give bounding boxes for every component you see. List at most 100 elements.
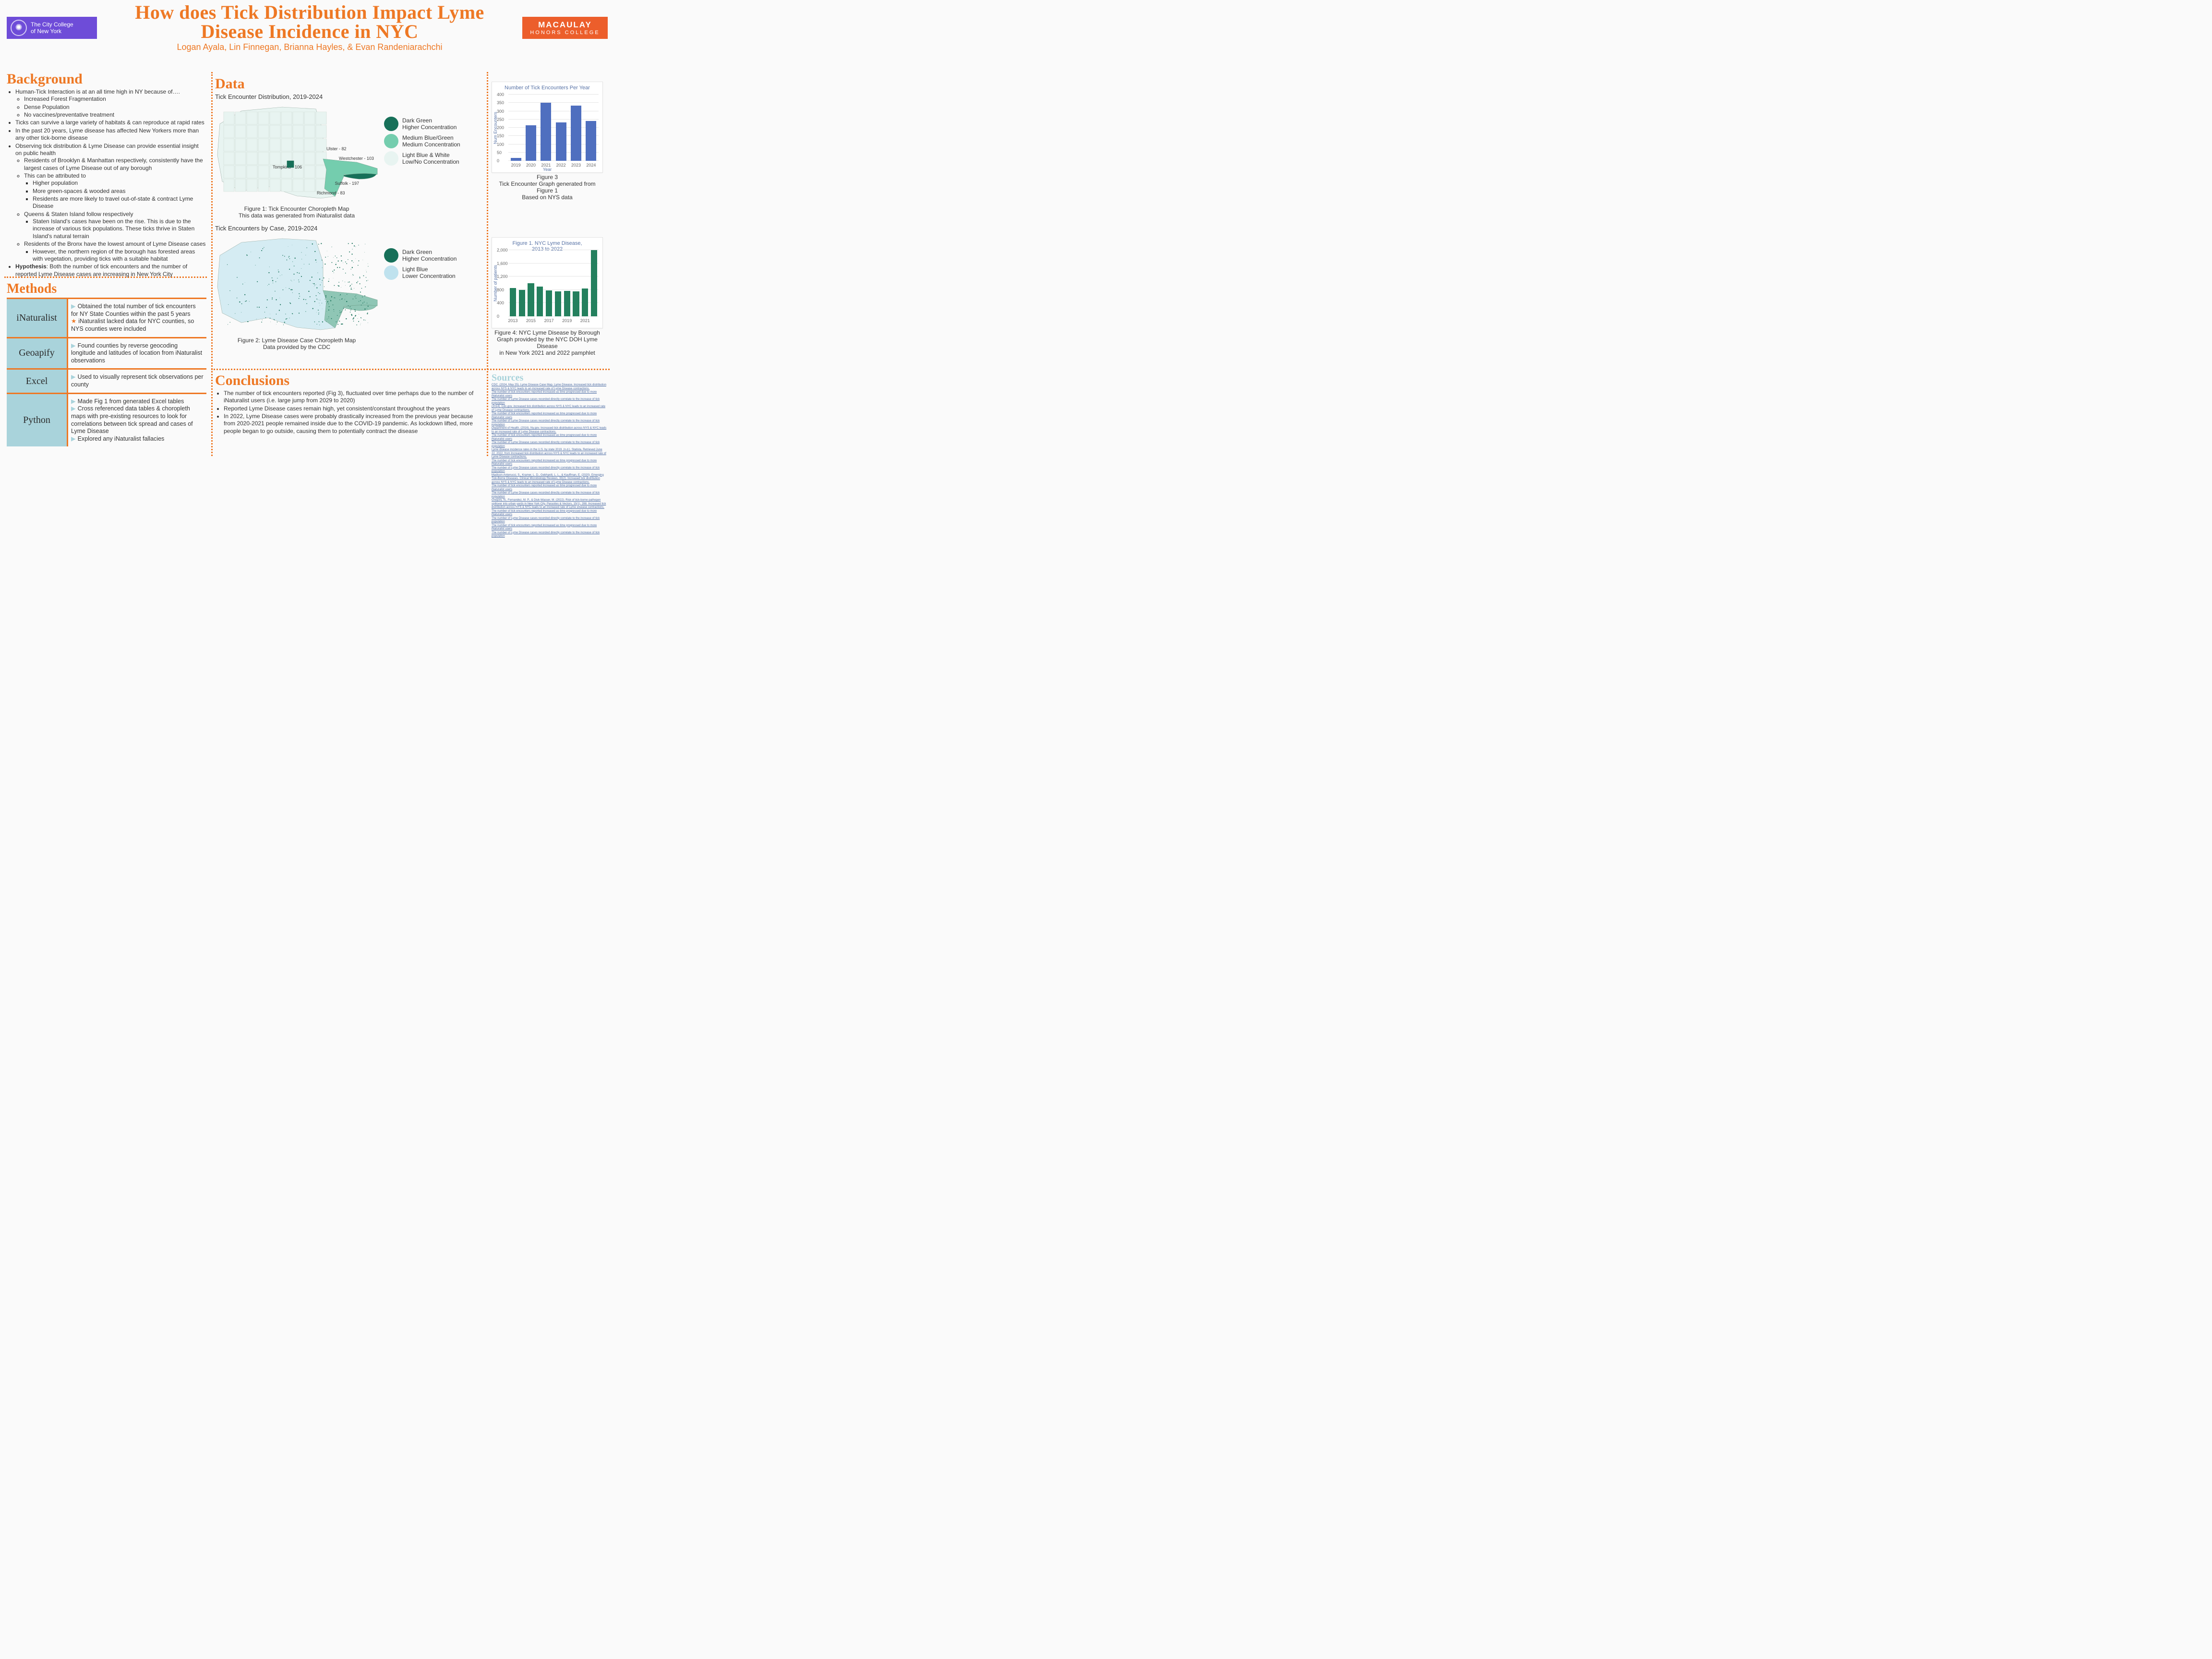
bullet-item: Observing tick distribution & Lyme Disea… [15, 143, 206, 263]
heading-methods: Methods [7, 282, 206, 296]
section-background: Background Human-Tick Interaction is at … [7, 71, 206, 278]
chart-bar [519, 290, 525, 316]
source-line: The number of Lyme Disease cases recorde… [492, 398, 607, 405]
svg-text:Suffolk - 197: Suffolk - 197 [335, 181, 359, 186]
legend-swatch-icon [384, 117, 398, 131]
conclusion-item: The number of tick encounters reported (… [224, 390, 484, 405]
sources-list: CDC. (2024, May 25). Lyme Disease Case M… [492, 384, 607, 539]
method-desc: ▶Made Fig 1 from generated Excel tables▶… [68, 393, 206, 447]
legend-item: Dark Green Higher Concentration [384, 117, 480, 131]
method-line: Obtained the total number of tick encoun… [71, 303, 196, 317]
bullet-item: In the past 20 years, Lyme disease has a… [15, 127, 206, 142]
source-line: The number of tick encounters reported i… [492, 484, 607, 492]
bullet-item: Increased Forest Fragmentation [24, 96, 206, 103]
source-line: The number of Lyme Disease cases recorde… [492, 531, 607, 539]
chart-bar [511, 158, 521, 161]
legend-label: Dark Green Higher Concentration [402, 117, 457, 131]
figure-1-choropleth: Ulster - 82Westchester - 103Tompkins - 1… [215, 102, 378, 203]
legend-item: Dark Green Higher Concentration [384, 248, 480, 263]
legend-swatch-icon [384, 134, 398, 148]
arrow-icon: ▶ [71, 303, 76, 310]
source-line: The number of Lyme Disease cases recorde… [492, 517, 607, 524]
bullet-item: Residents of the Bronx have the lowest a… [24, 240, 206, 263]
source-line: The number of Lyme Disease cases recorde… [492, 467, 607, 474]
background-bullets: Human-Tick Interaction is at an all time… [7, 88, 206, 278]
bullet-item: Hypothesis: Both the number of tick enco… [15, 263, 206, 278]
method-line: Explored any iNaturalist fallacies [78, 435, 165, 442]
method-tool: Excel [7, 368, 68, 392]
figure-4-container: Figure 1. NYC Lyme Disease, 2013 to 2022… [492, 237, 607, 359]
source-line: The number of tick encounters reported i… [492, 510, 607, 517]
ccny-logo-text: The City College of New York [31, 21, 73, 35]
chart-bar [564, 291, 570, 316]
source-line: CDC. (2024, May 25). Lyme Disease Case M… [492, 384, 607, 391]
map1-box: Ulster - 82Westchester - 103Tompkins - 1… [215, 102, 378, 222]
bullet-item: More green-spaces & wooded areas [33, 188, 206, 195]
chart-bar [526, 125, 536, 161]
legend-item: Medium Blue/Green Medium Concentration [384, 134, 480, 148]
source-line: The number of tick encounters reported i… [492, 434, 607, 441]
legend-label: Dark Green Higher Concentration [402, 249, 457, 262]
method-line: Made Fig 1 from generated Excel tables [78, 398, 184, 405]
conclusions-bullets: The number of tick encounters reported (… [215, 390, 484, 435]
figure-3-container: Number of Tick Encounters Per YearNum En… [492, 82, 607, 204]
legend-map2: Dark Green Higher Concentration Light Blu… [384, 234, 480, 353]
bullet-item: Residents of Brooklyn & Manhattan respec… [24, 157, 206, 172]
star-icon: ★ [71, 318, 76, 325]
method-desc: ▶Found counties by reverse geocoding lon… [68, 337, 206, 369]
poster-authors: Logan Ayala, Lin Finnegan, Brianna Hayle… [102, 42, 517, 52]
figure-4-caption: Figure 4: NYC Lyme Disease by Borough Gr… [492, 329, 603, 356]
source-line: The number of tick encounters reported i… [492, 459, 607, 467]
arrow-icon: ▶ [71, 435, 76, 442]
chart-bar [573, 291, 579, 316]
bullet-item: Queens & Staten Island follow respective… [24, 211, 206, 240]
bullet-item: Ticks can survive a large variety of hab… [15, 119, 206, 126]
source-line: The number of tick encounters reported i… [492, 391, 607, 398]
bullet-item: Dense Population [24, 104, 206, 111]
section-methods: Methods iNaturalist▶Obtained the total n… [7, 281, 206, 446]
chart-bar [582, 289, 588, 316]
legend-label: Light Blue Lower Concentration [402, 266, 456, 279]
source-line: The number of tick encounters reported i… [492, 524, 607, 531]
method-tool: Python [7, 393, 68, 447]
method-tool: iNaturalist [7, 298, 68, 337]
source-line: (2014). Cdc.gov. increased tick distribu… [492, 405, 607, 412]
bullet-item: Residents are more likely to travel out-… [33, 195, 206, 210]
legend-label: Medium Blue/Green Medium Concentration [402, 134, 460, 148]
methods-grid: iNaturalist▶Obtained the total number of… [7, 298, 206, 446]
legend-swatch-icon [384, 151, 398, 166]
arrow-icon: ▶ [71, 342, 76, 349]
logo-macaulay: MACAULAY HONORS COLLEGE [522, 17, 608, 39]
method-line: Used to visually represent tick observat… [71, 373, 204, 388]
heading-background: Background [7, 72, 206, 86]
chart-bar [586, 121, 596, 161]
legend-swatch-icon [384, 248, 398, 263]
title-block: How does Tick Distribution Impact Lyme D… [102, 3, 517, 52]
chart-bar [555, 291, 561, 316]
conclusion-item: Reported Lyme Disease cases remain high,… [224, 405, 484, 412]
chart-bar [528, 283, 534, 316]
map2-title: Tick Encounters by Case, 2019-2024 [215, 225, 484, 232]
heading-sources: Sources [492, 373, 607, 384]
arrow-icon: ▶ [71, 398, 76, 405]
svg-text:Ulster - 82: Ulster - 82 [326, 146, 347, 151]
legend-map1: Dark Green Higher Concentration Medium Bl… [384, 102, 480, 222]
poster-root: ✺ The City College of New York How does … [0, 0, 614, 461]
arrow-icon: ▶ [71, 405, 76, 412]
conclusion-item: In 2022, Lyme Disease cases were probabl… [224, 413, 484, 435]
logo-ccny: ✺ The City College of New York [7, 17, 97, 39]
source-line: The number of Lyme Disease cases recorde… [492, 441, 607, 448]
section-conclusions: Conclusions The number of tick encounter… [215, 373, 484, 435]
bullet-item: Higher population [33, 180, 206, 187]
method-desc: ▶Obtained the total number of tick encou… [68, 298, 206, 337]
figure-3-caption: Figure 3 Tick Encounter Graph generated … [492, 174, 603, 201]
bullet-item: Staten Island's cases have been on the r… [33, 218, 206, 240]
map2-row: Figure 2: Lyme Disease Case Choropleth M… [215, 234, 484, 353]
chart-bar [537, 287, 543, 316]
method-line: Found counties by reverse geocoding long… [71, 342, 202, 364]
legend-item: Light Blue & White Low/No Concentration [384, 151, 480, 166]
bullet-item: Human-Tick Interaction is at an all time… [15, 88, 206, 119]
source-line: Department of Health. (2016). Ny.gov. In… [492, 427, 607, 434]
map2-box: Figure 2: Lyme Disease Case Choropleth M… [215, 234, 378, 353]
legend-label: Light Blue & White Low/No Concentration [402, 152, 459, 165]
